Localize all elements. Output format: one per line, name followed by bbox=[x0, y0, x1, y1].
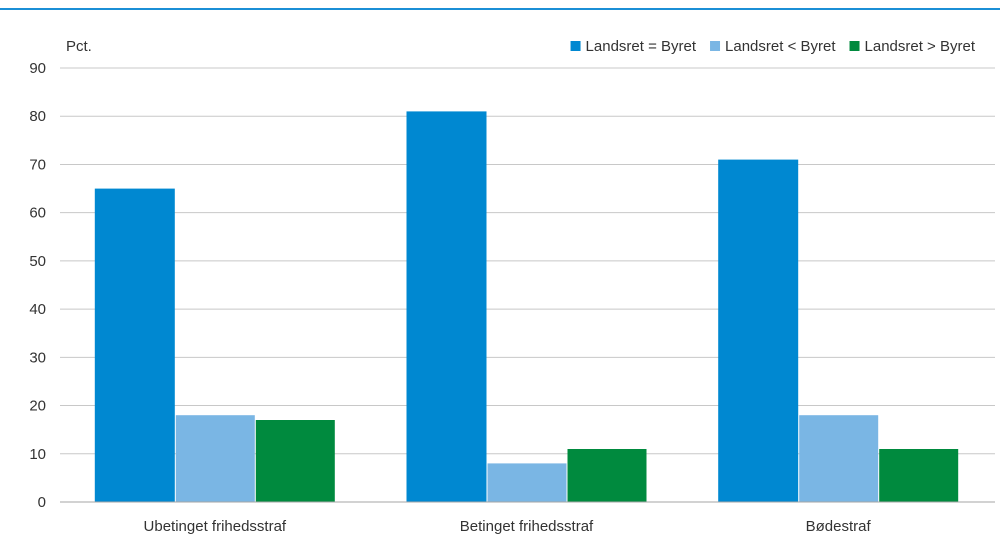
bars bbox=[94, 111, 959, 503]
y-tick-label: 80 bbox=[29, 108, 46, 125]
y-tick-label: 20 bbox=[29, 398, 46, 415]
y-tick-label: 90 bbox=[29, 60, 46, 77]
y-tick-label: 50 bbox=[29, 253, 46, 270]
bar bbox=[255, 420, 335, 502]
y-tick-label: 10 bbox=[29, 446, 46, 463]
bar bbox=[567, 449, 647, 502]
y-tick-label: 40 bbox=[29, 301, 46, 318]
y-axis-ticks: 0 10 20 30 40 50 60 70 80 90 bbox=[29, 60, 46, 511]
legend-swatch bbox=[849, 41, 860, 51]
legend: Landsret = Byret Landsret < Byret Landsret… bbox=[570, 38, 976, 55]
gridlines bbox=[60, 67, 995, 455]
legend-swatch bbox=[570, 41, 581, 51]
y-tick-label: 70 bbox=[29, 156, 46, 173]
bar bbox=[175, 415, 255, 502]
bar bbox=[94, 188, 175, 502]
bar bbox=[487, 463, 567, 502]
y-tick-label: 0 bbox=[38, 494, 46, 511]
bar bbox=[879, 449, 959, 502]
legend-swatch bbox=[710, 41, 721, 51]
y-axis-label: Pct. bbox=[66, 38, 92, 55]
x-tick-label: Bødestraf bbox=[806, 518, 872, 535]
x-axis-ticks: Ubetinget frihedsstraf Betinget frihedsst… bbox=[144, 518, 872, 535]
legend-label: Landsret > Byret bbox=[865, 38, 976, 55]
x-tick-label: Betinget frihedsstraf bbox=[460, 518, 594, 535]
bar bbox=[799, 415, 879, 502]
bar bbox=[406, 111, 487, 503]
legend-label: Landsret = Byret bbox=[586, 38, 697, 55]
y-tick-label: 30 bbox=[29, 349, 46, 366]
x-tick-label: Ubetinget frihedsstraf bbox=[144, 518, 287, 535]
legend-label: Landsret < Byret bbox=[725, 38, 836, 55]
bar bbox=[718, 159, 799, 502]
y-tick-label: 60 bbox=[29, 205, 46, 222]
